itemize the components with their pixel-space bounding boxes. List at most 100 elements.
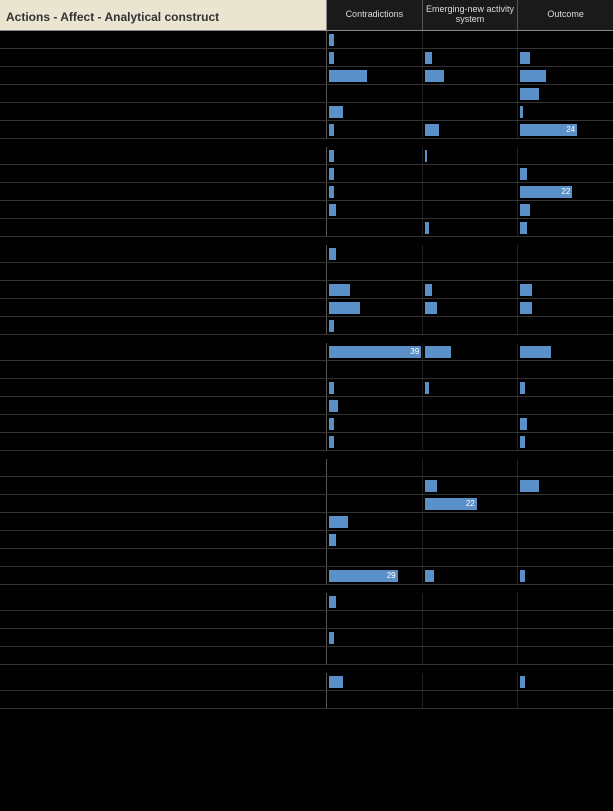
rows-region: 24 22 39 22 29 [0,31,613,709]
chart-cell [518,673,613,690]
table-row [0,433,613,451]
chart-cell [327,85,423,102]
bar [520,222,527,234]
chart-cell [518,477,613,494]
bar [329,382,334,394]
table-row [0,691,613,709]
chart-cell [518,201,613,218]
chart-cell [327,629,423,646]
bar: 22 [520,186,572,198]
table-row [0,281,613,299]
chart-cell [327,299,423,316]
table-row [0,147,613,165]
table-row [0,201,613,219]
row-label [0,611,327,628]
bar: 39 [329,346,421,358]
chart-cell [518,31,613,48]
chart-cell [423,201,519,218]
row-label [0,673,327,690]
table-row: 29 [0,567,613,585]
table-row [0,477,613,495]
chart-cell [518,611,613,628]
row-label [0,201,327,218]
chart-cell [423,611,519,628]
group-spacer [0,237,613,245]
row-label [0,263,327,280]
chart-cell [518,415,613,432]
chart-cell [518,361,613,378]
row-label [0,433,327,450]
chart-cell [327,245,423,262]
bar [520,570,525,582]
row-label [0,593,327,610]
column-header-1: Emerging-new activity system [423,0,519,30]
chart-cell [423,415,519,432]
row-label [0,343,327,360]
row-label [0,531,327,548]
bar [329,676,343,688]
row-label [0,415,327,432]
bar: 22 [425,498,477,510]
bar [520,436,525,448]
chart-cell [327,165,423,182]
chart-cell [518,147,613,164]
bar [425,150,427,162]
table-row [0,459,613,477]
table-row [0,103,613,121]
table-row [0,629,613,647]
bar [329,186,334,198]
table-row [0,317,613,335]
table-row [0,415,613,433]
chart-cell [518,459,613,476]
bar [520,168,527,180]
table-row [0,49,613,67]
chart-cell [423,299,519,316]
chart-cell: 29 [327,567,423,584]
bar [329,596,336,608]
bar [520,70,546,82]
group-spacer [0,665,613,673]
table-row: 22 [0,183,613,201]
row-label [0,299,327,316]
bar [520,106,522,118]
bar [329,284,350,296]
chart-cell [423,103,519,120]
table-row [0,219,613,237]
chart-cell [327,201,423,218]
bar [520,418,527,430]
chart-cell [518,165,613,182]
column-header-2: Outcome [518,0,613,30]
chart-cell: 24 [518,121,613,138]
table-row [0,165,613,183]
chart-cell [327,495,423,512]
chart-cell [423,343,519,360]
bar [329,52,334,64]
chart-cell [423,531,519,548]
chart-cell [423,593,519,610]
chart-cell [327,477,423,494]
chart-cell [327,611,423,628]
chart-cell: 22 [518,183,613,200]
chart-cell [327,673,423,690]
chart-cell [327,531,423,548]
chart-cell [327,31,423,48]
chart-cell [518,531,613,548]
chart-cell [423,691,519,708]
table-row [0,549,613,567]
table-row [0,611,613,629]
chart-cell: 22 [423,495,519,512]
bar [425,284,432,296]
chart-cell [423,147,519,164]
chart-cell [327,281,423,298]
chart-cell [518,549,613,566]
bar [425,346,451,358]
chart-cell [423,433,519,450]
table-row [0,397,613,415]
chart-cell [327,103,423,120]
chart-cell [518,317,613,334]
chart-cell [518,49,613,66]
row-label [0,147,327,164]
chart-cell [327,361,423,378]
chart-cell [423,31,519,48]
bar [329,106,343,118]
